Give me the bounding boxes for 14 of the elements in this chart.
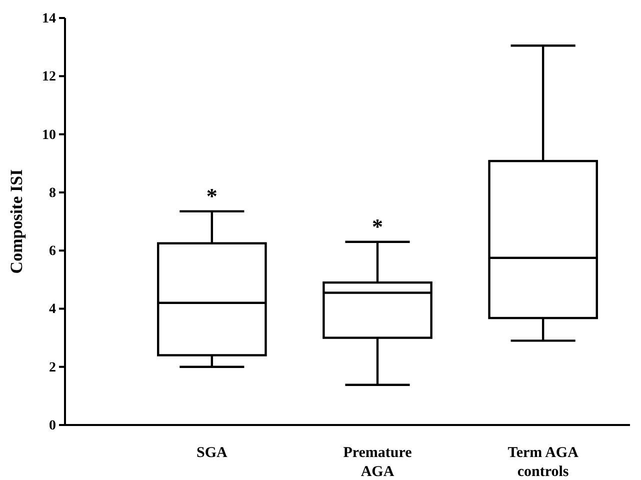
x-tick-label: SGA: [196, 445, 228, 461]
y-tick-label: 14: [42, 11, 56, 26]
y-tick-label: 2: [49, 360, 56, 376]
x-tick-label: Premature AGA: [343, 445, 412, 480]
y-tick-label: 8: [49, 186, 56, 201]
y-tick-label: 6: [49, 244, 56, 260]
y-tick-label: 4: [49, 302, 56, 318]
y-tick-label: 0: [49, 418, 56, 434]
y-tick-label: 10: [42, 128, 56, 143]
y-tick-label: 12: [42, 70, 56, 85]
x-tick-label: Term AGA controls: [508, 445, 579, 480]
annotation: *: [206, 183, 218, 208]
annotation: *: [372, 214, 383, 239]
y-axis-title: Composite ISI: [7, 168, 26, 274]
